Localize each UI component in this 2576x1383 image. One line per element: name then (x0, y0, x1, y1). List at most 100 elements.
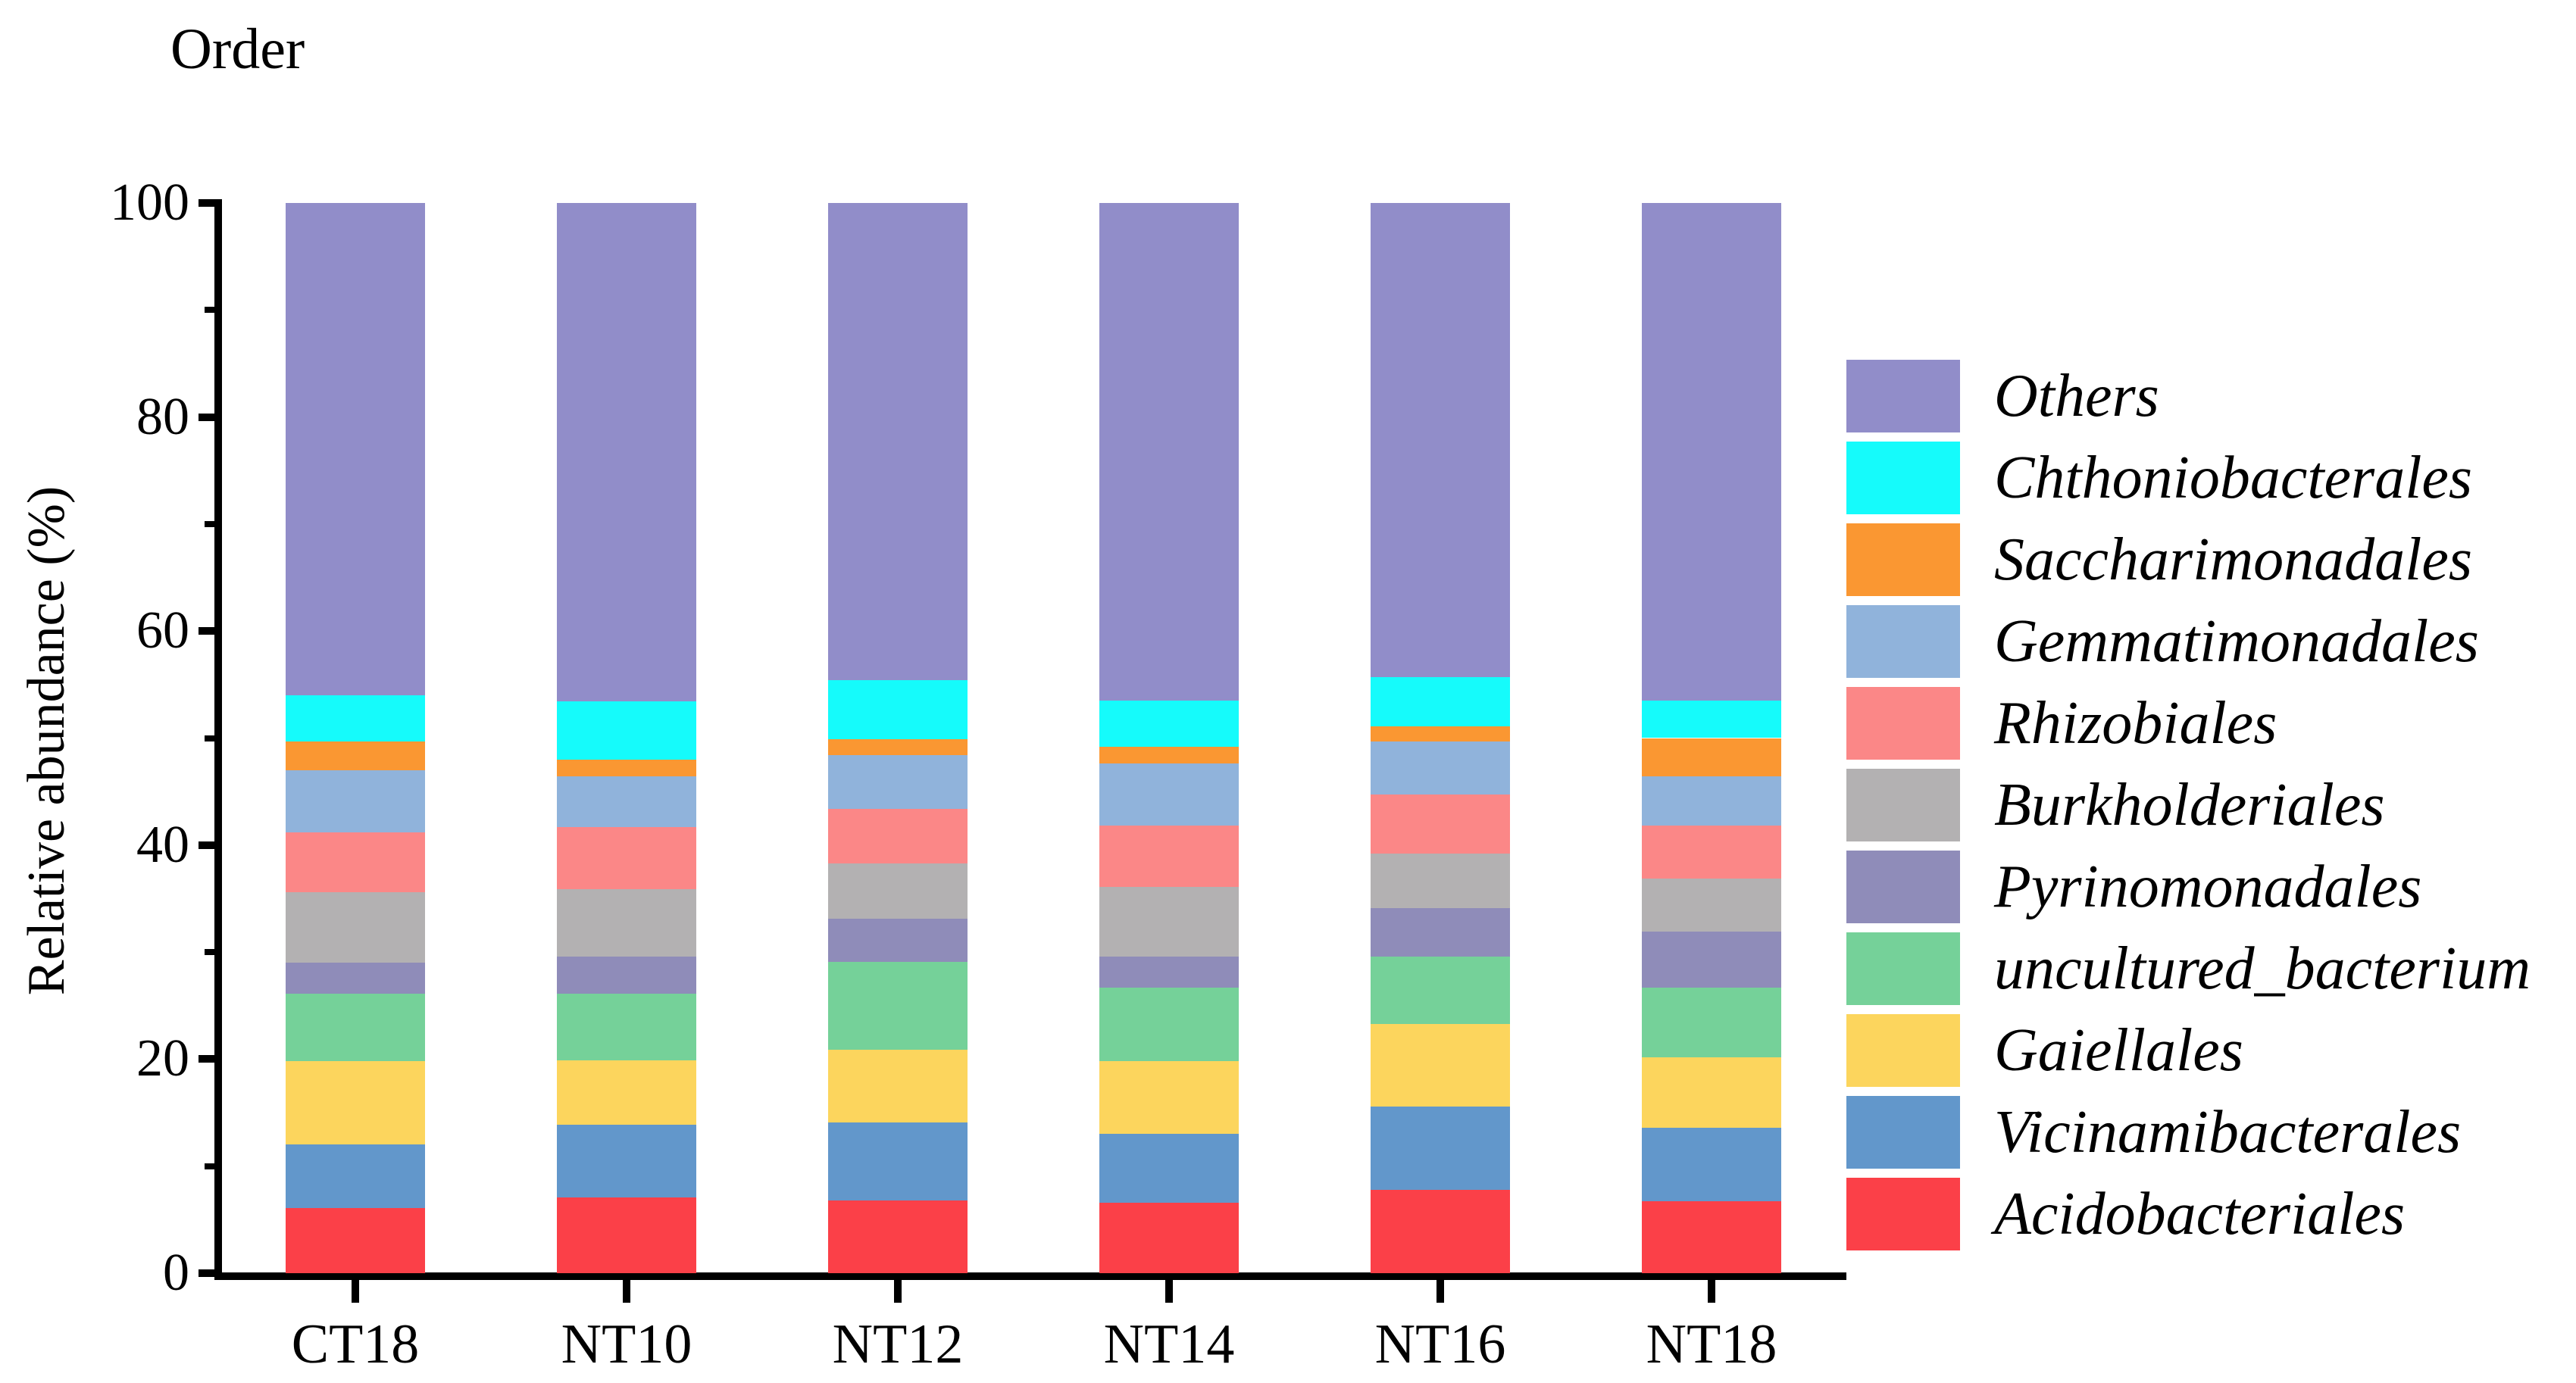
bar-segment-Rhizobiales-NT16 (1371, 795, 1510, 854)
y-major-tick (199, 199, 222, 207)
x-tick-label-NT12: NT12 (832, 1313, 964, 1375)
legend-swatch-Rhizobiales (1846, 687, 1960, 760)
legend-label-Saccharimonadales: Saccharimonadales (1994, 526, 2473, 593)
y-tick-label: 80 (136, 387, 189, 446)
bar-segment-Saccharimonadales-CT18 (286, 741, 425, 770)
bar-segment-Rhizobiales-NT12 (828, 808, 968, 863)
legend-swatch-Gaiellales (1846, 1014, 1960, 1087)
bar-segment-Others-NT14 (1099, 203, 1239, 701)
bar-segment-Vicinamibacterales-NT14 (1099, 1134, 1239, 1203)
legend-swatch-Pyrinomonadales (1846, 851, 1960, 923)
bar-segment-Acidobacteriales-NT14 (1099, 1202, 1239, 1273)
x-tick-NT16 (1436, 1280, 1444, 1303)
bar-segment-Pyrinomonadales-NT16 (1371, 908, 1510, 957)
y-minor-tick (205, 520, 222, 527)
bar-segment-Saccharimonadales-NT12 (828, 738, 968, 756)
bar-segment-Saccharimonadales-NT14 (1099, 746, 1239, 764)
y-major-tick (199, 413, 222, 421)
legend-label-Pyrinomonadales: Pyrinomonadales (1994, 854, 2422, 920)
bar-segment-Rhizobiales-NT10 (557, 826, 696, 889)
bar-segment-Pyrinomonadales-NT18 (1642, 932, 1781, 988)
x-axis-line (214, 1272, 1846, 1280)
legend-label-Gemmatimonadales: Gemmatimonadales (1994, 608, 2479, 675)
y-tick-label: 100 (110, 173, 189, 232)
bar-segment-Burkholderiales-NT18 (1642, 878, 1781, 932)
bar-segment-Burkholderiales-NT16 (1371, 854, 1510, 909)
legend-label-Burkholderiales: Burkholderiales (1994, 772, 2385, 838)
bar-segment-Acidobacteriales-NT18 (1642, 1201, 1781, 1273)
y-minor-tick (205, 949, 222, 956)
bar-segment-Chthoniobacterales-NT12 (828, 680, 968, 739)
bar-segment-Others-NT12 (828, 203, 968, 681)
legend-swatch-Vicinamibacterales (1846, 1096, 1960, 1169)
bar-segment-Vicinamibacterales-NT12 (828, 1122, 968, 1200)
y-major-tick (199, 1269, 222, 1277)
bar-segment-Vicinamibacterales-NT10 (557, 1124, 696, 1197)
bar-segment-Saccharimonadales-NT10 (557, 759, 696, 777)
legend-label-Gaiellales: Gaiellales (1994, 1017, 2243, 1084)
bar-segment-Gaiellales-NT12 (828, 1049, 968, 1122)
bar-segment-Pyrinomonadales-NT14 (1099, 956, 1239, 988)
x-tick-NT12 (894, 1280, 902, 1303)
bar-segment-Burkholderiales-NT10 (557, 888, 696, 957)
bar-segment-Burkholderiales-CT18 (286, 891, 425, 963)
x-tick-label-NT16: NT16 (1374, 1313, 1506, 1375)
bar-segment-Gaiellales-CT18 (286, 1061, 425, 1145)
bar-segment-Gemmatimonadales-NT18 (1642, 776, 1781, 826)
x-tick-NT10 (623, 1280, 630, 1303)
bar-segment-Pyrinomonadales-NT12 (828, 919, 968, 962)
legend-label-Others: Others (1994, 363, 2159, 429)
y-minor-tick (205, 1163, 222, 1169)
y-tick-label: 20 (136, 1029, 189, 1088)
bar-segment-uncultured_bacterium-NT10 (557, 994, 696, 1060)
bar-segment-Others-NT16 (1371, 203, 1510, 677)
bar-segment-Gaiellales-NT14 (1099, 1061, 1239, 1135)
bar-segment-Chthoniobacterales-CT18 (286, 695, 425, 741)
bar-segment-uncultured_bacterium-NT16 (1371, 956, 1510, 1024)
legend-swatch-Burkholderiales (1846, 769, 1960, 841)
bar-segment-Acidobacteriales-NT12 (828, 1200, 968, 1273)
bar-segment-Saccharimonadales-NT18 (1642, 738, 1781, 777)
bar-segment-Acidobacteriales-CT18 (286, 1207, 425, 1273)
bar-segment-Others-NT10 (557, 203, 696, 702)
bar-segment-Gemmatimonadales-NT14 (1099, 763, 1239, 826)
bar-segment-Saccharimonadales-NT16 (1371, 726, 1510, 741)
legend-swatch-Others (1846, 360, 1960, 432)
y-tick-label: 60 (136, 601, 189, 660)
legend-label-Rhizobiales: Rhizobiales (1994, 690, 2277, 757)
bar-segment-Vicinamibacterales-NT16 (1371, 1106, 1510, 1190)
y-tick-label: 40 (136, 815, 189, 874)
y-minor-tick (205, 307, 222, 314)
bar-segment-uncultured_bacterium-NT14 (1099, 987, 1239, 1062)
bar-segment-Pyrinomonadales-NT10 (557, 956, 696, 994)
bar-segment-Rhizobiales-NT14 (1099, 826, 1239, 887)
bar-segment-Others-NT18 (1642, 203, 1781, 701)
y-tick-label: 0 (163, 1244, 189, 1302)
x-tick-NT18 (1708, 1280, 1715, 1303)
x-tick-NT14 (1165, 1280, 1173, 1303)
x-tick-CT18 (352, 1280, 359, 1303)
x-tick-label-NT10: NT10 (561, 1313, 692, 1375)
bar-segment-Vicinamibacterales-CT18 (286, 1144, 425, 1208)
bar-segment-Burkholderiales-NT14 (1099, 886, 1239, 957)
bar-segment-Chthoniobacterales-NT16 (1371, 676, 1510, 726)
x-tick-label-NT14: NT14 (1103, 1313, 1235, 1375)
bar-segment-Vicinamibacterales-NT18 (1642, 1127, 1781, 1202)
legend-swatch-Acidobacteriales (1846, 1178, 1960, 1250)
bar-segment-Gemmatimonadales-CT18 (286, 770, 425, 832)
y-major-tick (199, 627, 222, 635)
bar-segment-Acidobacteriales-NT10 (557, 1197, 696, 1273)
bar-segment-Pyrinomonadales-CT18 (286, 963, 425, 994)
legend-swatch-Chthoniobacterales (1846, 442, 1960, 514)
y-minor-tick (205, 735, 222, 741)
bar-segment-Gaiellales-NT18 (1642, 1057, 1781, 1128)
legend-label-Chthoniobacterales: Chthoniobacterales (1994, 445, 2473, 511)
bar-segment-Gemmatimonadales-NT16 (1371, 741, 1510, 795)
y-major-tick (199, 1055, 222, 1063)
chart-title: Order (170, 17, 305, 81)
bar-segment-Gemmatimonadales-NT12 (828, 755, 968, 809)
bar-segment-uncultured_bacterium-CT18 (286, 994, 425, 1062)
bar-segment-Gaiellales-NT16 (1371, 1023, 1510, 1107)
bar-segment-Rhizobiales-NT18 (1642, 826, 1781, 879)
bar-segment-Gaiellales-NT10 (557, 1060, 696, 1125)
